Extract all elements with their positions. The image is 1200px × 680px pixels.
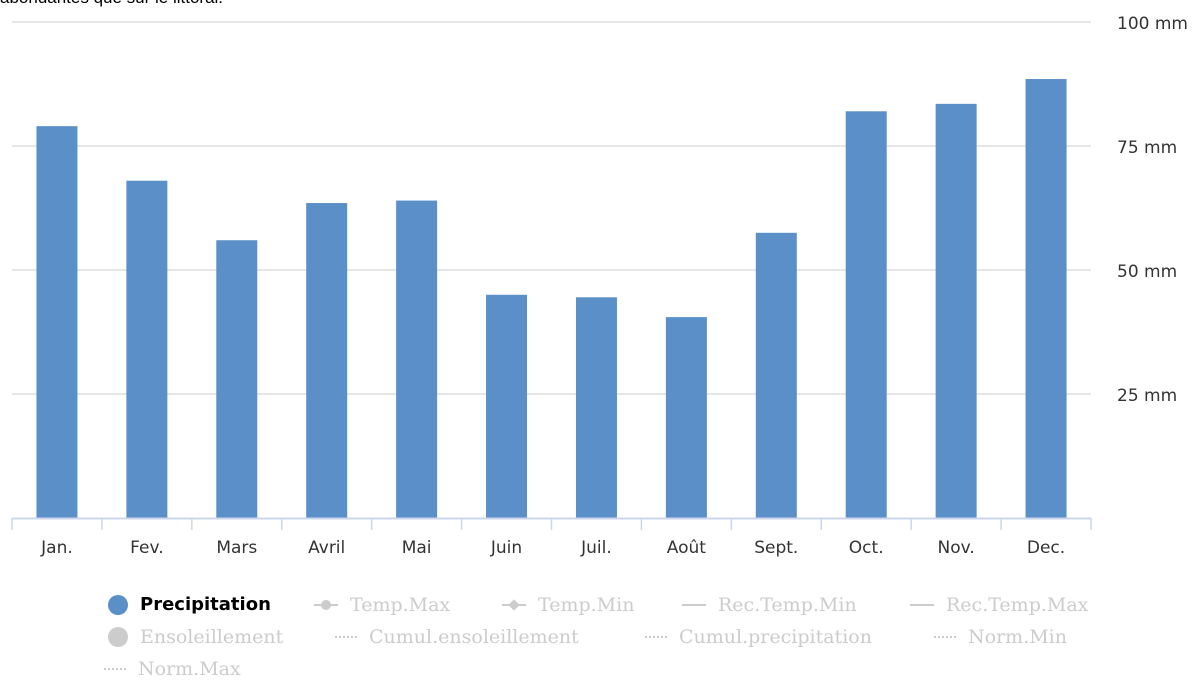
legend-item-cumul-ensoleillement[interactable]: Cumul.ensoleillement: [335, 626, 579, 648]
bar-1[interactable]: [126, 180, 168, 518]
x-tick-label: Dec.: [1027, 538, 1065, 558]
dotted-line-icon: [934, 636, 956, 638]
line-icon: [682, 604, 706, 606]
x-tick-label: Août: [667, 538, 707, 558]
legend-label: Cumul.ensoleillement: [369, 626, 579, 648]
legend-label: Temp.Max: [350, 594, 451, 616]
x-tick-label: Mai: [402, 538, 432, 558]
legend-item-norm-min[interactable]: Norm.Min: [934, 626, 1067, 648]
legend-label: Ensoleillement: [140, 626, 284, 648]
line-diamond-icon: [502, 600, 526, 610]
x-axis: Jan. Fev. Mars Avril Mai Juin Juil. Août Sept. Oc…: [11, 517, 1092, 558]
bar-5[interactable]: [486, 294, 528, 518]
precipitation-chart: Jan. Fev. Mars Avril Mai Juin Juil. Août Sept. Oc…: [11, 14, 1188, 558]
legend-item-ensoleillement[interactable]: Ensoleillement: [108, 626, 283, 648]
legend-item-cumul-precipitation[interactable]: Cumul.precipitation: [645, 626, 872, 648]
x-tick-label: Oct.: [849, 538, 884, 558]
bar-10[interactable]: [935, 103, 977, 518]
bars-layer: [36, 79, 1067, 519]
x-tick-label: Juin: [490, 538, 522, 558]
x-tick-label: Juil.: [580, 538, 612, 558]
bar-7[interactable]: [665, 317, 707, 518]
dotted-line-icon: [104, 668, 126, 670]
x-tick-label: Sept.: [754, 538, 798, 558]
bar-2[interactable]: [216, 240, 258, 519]
legend-label: Rec.Temp.Max: [946, 594, 1089, 616]
legend-label: Norm.Max: [138, 658, 241, 680]
bar-4[interactable]: [396, 200, 438, 518]
legend-label: Rec.Temp.Min: [718, 594, 857, 616]
legend-item-temp-max[interactable]: Temp.Max: [314, 594, 450, 616]
y-tick-label: 25 mm: [1117, 386, 1177, 406]
legend-item-rec-temp-max[interactable]: Rec.Temp.Max: [910, 594, 1088, 616]
x-tick-label: Fev.: [130, 538, 163, 558]
dotted-line-icon: [645, 636, 667, 638]
legend-item-precipitation[interactable]: Precipitation: [108, 594, 271, 615]
legend-label: Precipitation: [140, 594, 271, 615]
bar-9[interactable]: [845, 111, 887, 518]
dot-icon: [108, 594, 128, 615]
grid-layer: [12, 21, 1091, 395]
x-tick-label: Jan.: [40, 538, 73, 558]
x-tick-label: Nov.: [937, 538, 974, 558]
y-tick-label: 75 mm: [1117, 138, 1177, 158]
x-tick-label: Avril: [308, 538, 345, 558]
legend-item-temp-min[interactable]: Temp.Min: [502, 594, 634, 616]
bar-6[interactable]: [575, 297, 617, 518]
bar-0[interactable]: [36, 126, 78, 518]
legend-label: Temp.Min: [538, 594, 635, 616]
x-tick-label: Mars: [216, 538, 257, 558]
bar-8[interactable]: [755, 232, 797, 519]
legend-item-rec-temp-min[interactable]: Rec.Temp.Min: [682, 594, 857, 616]
legend-label: Cumul.precipitation: [679, 626, 872, 648]
dotted-line-icon: [335, 636, 357, 638]
chart-legend: Precipitation Temp.Max Temp.Min Rec.Temp…: [0, 590, 1200, 680]
legend-item-norm-max[interactable]: Norm.Max: [104, 658, 241, 680]
dot-icon: [108, 627, 128, 647]
y-axis: 25 mm 50 mm 75 mm 100 mm: [1117, 14, 1188, 406]
intro-text: abondantes que sur le littoral.: [0, 0, 223, 8]
y-tick-label: 50 mm: [1117, 262, 1177, 282]
y-tick-label: 100 mm: [1117, 14, 1188, 34]
bar-11[interactable]: [1025, 79, 1067, 518]
legend-label: Norm.Min: [968, 626, 1067, 648]
bar-3[interactable]: [306, 203, 348, 519]
line-circle-icon: [314, 600, 338, 610]
line-icon: [910, 604, 934, 606]
